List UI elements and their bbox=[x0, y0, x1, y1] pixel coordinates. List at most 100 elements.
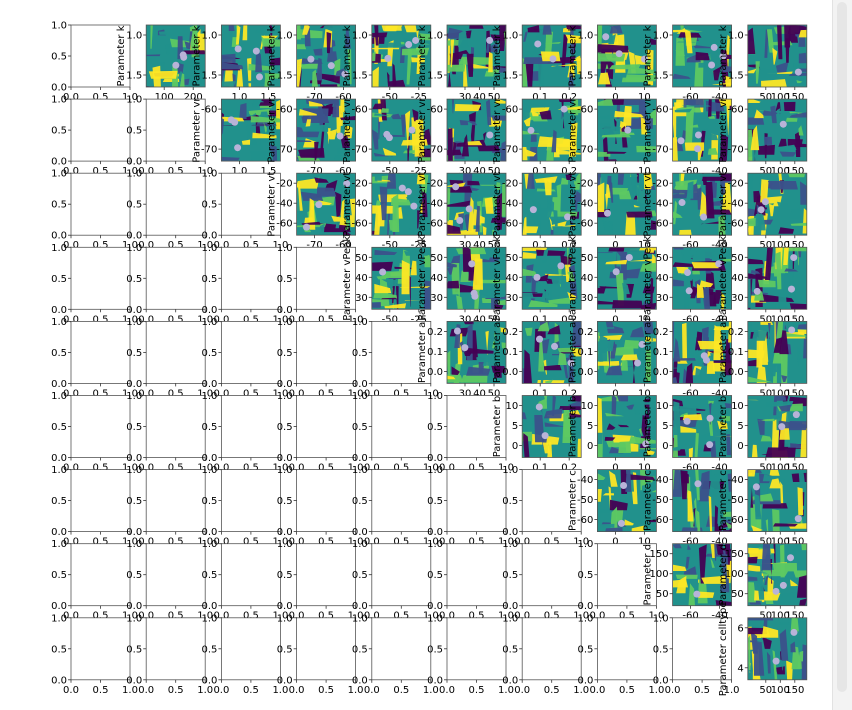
contour-region bbox=[497, 247, 506, 266]
contour-region bbox=[639, 407, 649, 414]
contour-region bbox=[525, 63, 534, 87]
x-tick-label: -60 bbox=[682, 463, 698, 474]
contour-region bbox=[705, 181, 715, 219]
sample-point bbox=[620, 482, 628, 490]
y-tick-label: 0.5 bbox=[126, 348, 142, 359]
contour-region bbox=[522, 289, 534, 299]
density-surface bbox=[747, 321, 807, 384]
contour-region bbox=[501, 182, 506, 217]
y-tick-label: 1.0 bbox=[51, 391, 67, 402]
empty-panel: 1.00.50.00.0 0.5 1.0 bbox=[201, 391, 288, 474]
empty-panel: 1.00.50.00.0 0.5 1.0 bbox=[201, 465, 288, 547]
contour-region bbox=[726, 564, 732, 579]
contour-region bbox=[648, 519, 657, 523]
y-tick-label: 0.0 bbox=[201, 231, 217, 242]
contour-region bbox=[674, 108, 693, 113]
y-tick-label: 0.0 bbox=[502, 601, 518, 612]
x-tick-label: 150 bbox=[785, 537, 804, 548]
contour-region bbox=[301, 124, 329, 132]
contour-region bbox=[672, 367, 686, 369]
contour-region bbox=[251, 124, 278, 126]
x-tick-label: 100 bbox=[771, 92, 790, 103]
x-tick-label: 0.5 bbox=[243, 537, 259, 548]
contour-region bbox=[451, 366, 460, 376]
y-axis-label: Parameter vPeak bbox=[643, 236, 654, 321]
x-tick-label: 50 bbox=[759, 240, 772, 251]
contour-region bbox=[566, 25, 582, 30]
y-tick-label: -70 bbox=[351, 145, 367, 156]
y-tick-label: -40 bbox=[727, 199, 743, 210]
y-tick-label: -70 bbox=[727, 145, 743, 156]
density-surface bbox=[447, 173, 506, 236]
sample-point bbox=[404, 188, 412, 196]
x-tick-label: 0.5 bbox=[544, 685, 560, 696]
x-tick-label: 0.5 bbox=[243, 685, 259, 696]
sample-point bbox=[772, 657, 780, 665]
ylabel-layer: Parameter k Parameter k Parameter k Paramet… bbox=[116, 25, 729, 696]
y-tick-label: 0.5 bbox=[201, 200, 217, 211]
contour-region bbox=[328, 128, 331, 145]
y-tick-label: -70 bbox=[652, 145, 668, 156]
contour-region bbox=[621, 99, 646, 105]
contour-region bbox=[522, 141, 543, 147]
pair-panel: 50 40 30 -50 -25 bbox=[355, 246, 432, 325]
contour-region bbox=[643, 173, 652, 190]
y-tick-label: 1.0 bbox=[277, 613, 293, 624]
sample-point bbox=[453, 327, 461, 335]
y-tick-label: 0.5 bbox=[126, 274, 142, 285]
pair-panel: -60 -70 -60 -40 bbox=[652, 98, 732, 177]
contour-region bbox=[547, 325, 561, 335]
scrollbar-thumb[interactable] bbox=[837, 2, 847, 692]
y-tick-label: 40 bbox=[656, 273, 669, 284]
contour-region bbox=[447, 59, 452, 87]
contour-region bbox=[757, 419, 769, 422]
sample-point bbox=[535, 403, 543, 411]
empty-panel: 1.00.50.00.0 0.5 1.0 bbox=[51, 613, 138, 696]
x-tick-label: 1.0 bbox=[423, 611, 439, 622]
contour-region bbox=[395, 282, 399, 310]
y-tick-label: -60 bbox=[577, 219, 593, 230]
contour-region bbox=[481, 258, 496, 263]
contour-region bbox=[686, 181, 694, 199]
contour-region bbox=[765, 519, 769, 532]
density-surface bbox=[597, 395, 657, 458]
contour-region bbox=[409, 227, 431, 234]
x-tick-label: 1.0 bbox=[648, 611, 664, 622]
empty-panel: 1.00.50.00.0 0.5 1.0 bbox=[427, 465, 514, 547]
y-axis-label: Parameter vr bbox=[267, 97, 278, 163]
contour-region bbox=[341, 228, 352, 236]
y-tick-label: 1.0 bbox=[51, 169, 67, 180]
x-tick-label: -40 bbox=[711, 388, 727, 399]
density-surface bbox=[371, 173, 431, 236]
sample-point bbox=[256, 73, 264, 81]
y-axis-label: Parameter vt bbox=[492, 172, 503, 237]
x-tick-label: 0.5 bbox=[469, 537, 485, 548]
y-tick-label: 0.5 bbox=[352, 644, 368, 655]
contour-region bbox=[483, 131, 487, 144]
contour-region bbox=[574, 425, 579, 449]
contour-region bbox=[337, 147, 350, 154]
pair-panel: 50 40 30 0 10 bbox=[581, 246, 657, 325]
vertical-scrollbar[interactable] bbox=[832, 0, 852, 710]
empty-panel: 1.00.50.00.0 0.5 1.0 bbox=[51, 243, 138, 325]
contour-region bbox=[347, 49, 352, 85]
contour-region bbox=[542, 248, 549, 263]
x-tick-label: 30 bbox=[459, 166, 472, 177]
contour-region bbox=[221, 53, 236, 64]
pair-panel: -60 -70 0.1 0.2 bbox=[502, 98, 582, 177]
x-tick-label: 0.0 bbox=[213, 685, 229, 696]
x-tick-label: 1.0 bbox=[272, 611, 288, 622]
contour-region bbox=[331, 215, 346, 222]
x-tick-label: 0.0 bbox=[63, 537, 79, 548]
contour-region bbox=[524, 226, 539, 234]
x-tick-label: 0.0 bbox=[289, 388, 305, 399]
contour-region bbox=[693, 507, 696, 527]
contour-region bbox=[549, 216, 553, 230]
pair-panel: 1.0 1.5 0.1 0.2 bbox=[502, 24, 582, 103]
x-tick-label: 1.0 bbox=[423, 685, 439, 696]
y-tick-label: 1.0 bbox=[352, 391, 368, 402]
contour-region bbox=[755, 61, 760, 84]
y-tick-label: 1.0 bbox=[277, 465, 293, 476]
contour-region bbox=[504, 30, 506, 55]
